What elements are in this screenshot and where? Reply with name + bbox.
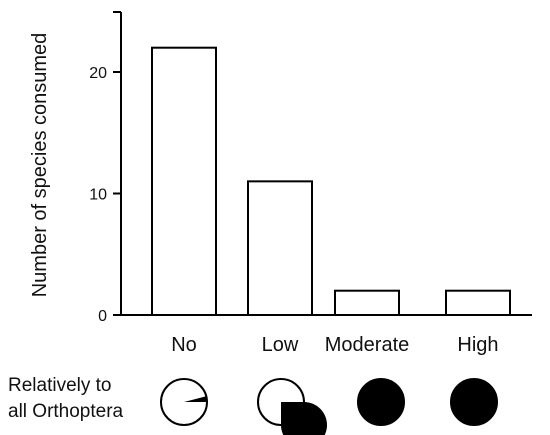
pie-slice <box>358 379 404 425</box>
pie-high <box>450 378 498 426</box>
x-tick-label: No <box>171 334 197 356</box>
pie-low <box>257 378 327 435</box>
x-tick-label: Low <box>262 334 299 356</box>
x-tick-label: High <box>457 334 498 356</box>
bar-no <box>151 46 217 316</box>
y-ticks: 0 10 20 <box>89 11 121 325</box>
y-tick-label: 20 <box>89 65 107 82</box>
bars <box>151 46 511 317</box>
y-axis-title: Number of species consumed <box>29 33 51 298</box>
y-tick-label: 0 <box>98 308 107 325</box>
relative-note-line1: Relatively to <box>8 375 112 396</box>
bar-high <box>445 289 511 317</box>
x-tick-label: Moderate <box>325 334 410 356</box>
pie-slice <box>281 402 327 435</box>
bar-low <box>247 180 313 316</box>
relative-pies <box>160 378 498 435</box>
relative-note-line2: all Orthoptera <box>8 401 124 422</box>
y-tick-label: 10 <box>89 187 107 204</box>
pie-moderate <box>357 378 405 426</box>
pie-slice <box>184 396 208 402</box>
bar-moderate <box>334 289 400 317</box>
pie-no <box>160 378 208 426</box>
x-labels: No Low Moderate High <box>171 334 498 356</box>
pie-slice <box>451 379 497 425</box>
